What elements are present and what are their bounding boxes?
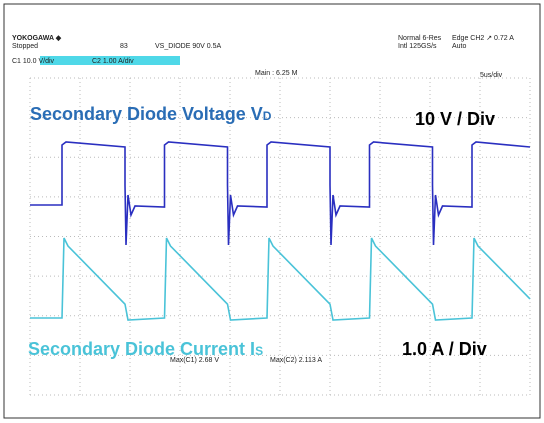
mode: Normal 6-Res	[398, 35, 442, 42]
max-c1: Max(C1) 2.68 V	[170, 357, 219, 364]
rate: Intl 125GS/s	[398, 43, 437, 50]
voltage-title-text: Secondary Diode Voltage V	[30, 104, 263, 124]
ch2-label: C2 1.00 A/div	[92, 58, 134, 65]
current-sub: S	[255, 344, 263, 358]
setup: VS_DIODE 90V 0.5A	[155, 43, 221, 50]
page: {"header": {"brand": "YOKOGAWA \u25c6", …	[0, 0, 544, 423]
ch1-label: C1 10.0 V/div	[12, 58, 55, 65]
timebase: 5us/div	[480, 72, 503, 79]
trigger-mode: Auto	[452, 43, 467, 50]
current-scale: 1.0 A / Div	[402, 339, 487, 359]
trigger: Edge CH2 ↗ 0.72 A	[452, 35, 514, 42]
voltage-title: Secondary Diode Voltage VD	[30, 104, 272, 124]
status: Stopped	[12, 43, 38, 50]
max-c2: Max(C2) 2.113 A	[270, 357, 322, 364]
count: 83	[120, 43, 128, 50]
scope-screenshot: YOKOGAWA ◆ Stopped 83 VS_DIODE 90V 0.5A …	[0, 0, 544, 423]
voltage-sub: D	[263, 109, 272, 123]
current-title-text: Secondary Diode Current I	[28, 339, 255, 359]
current-title: Secondary Diode Current IS	[28, 339, 263, 359]
brand: YOKOGAWA ◆	[12, 35, 62, 42]
voltage-scale: 10 V / Div	[415, 109, 495, 129]
main: Main : 6.25 M	[255, 70, 298, 77]
